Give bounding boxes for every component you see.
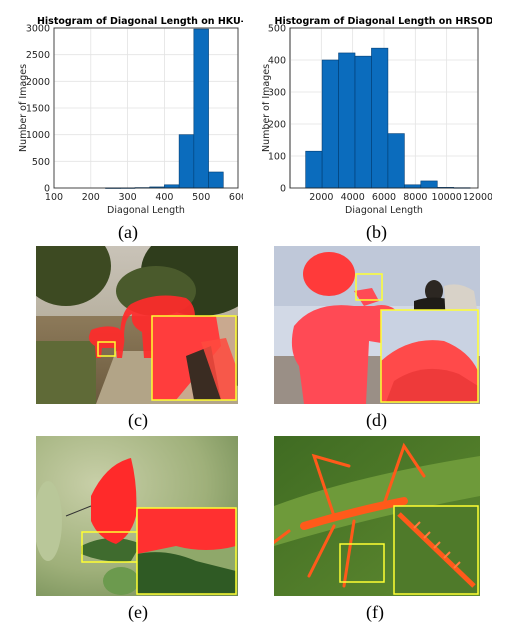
caption-b: (b) (366, 222, 387, 243)
caption-d: (d) (366, 410, 387, 431)
histogram-bar (371, 48, 387, 188)
histogram-bar (339, 53, 355, 188)
y-axis-label: Number of Images (18, 64, 29, 152)
x-tick-label: 500 (192, 192, 210, 203)
caption-f: (f) (366, 602, 384, 623)
zoom-inset-c (152, 316, 236, 400)
y-tick-label: 0 (280, 184, 286, 195)
x-tick-label: 600 (229, 192, 243, 203)
histogram-hku-is: 1002003004005006000500100015002000250030… (18, 14, 243, 219)
x-tick-label: 200 (82, 192, 100, 203)
histogram-bar (355, 56, 371, 188)
caption-a: (a) (118, 222, 138, 243)
histogram-bar (209, 172, 224, 188)
x-tick-label: 12000 (463, 192, 492, 203)
histogram-bar (421, 181, 437, 188)
zoom-inset-e (137, 508, 236, 594)
x-tick-label: 6000 (372, 192, 396, 203)
x-tick-label: 4000 (341, 192, 365, 203)
histogram-bar (164, 185, 179, 188)
photo-elephants (36, 246, 238, 404)
photo-butterfly (36, 436, 238, 596)
photo-grasshopper (274, 436, 480, 596)
y-tick-label: 2000 (26, 77, 50, 88)
caption-c: (c) (128, 410, 148, 431)
y-tick-label: 0 (44, 184, 50, 195)
y-tick-label: 2500 (26, 50, 50, 61)
caption-e: (e) (128, 602, 148, 623)
x-tick-label: 10000 (432, 192, 462, 203)
x-axis-label: Diagonal Length (107, 205, 185, 216)
photo-person (274, 246, 480, 404)
histogram-bar (194, 29, 209, 188)
y-tick-label: 100 (268, 152, 286, 163)
x-tick-label: 2000 (309, 192, 333, 203)
chart-title: Histogram of Diagonal Length on HKU-IS (37, 16, 243, 27)
x-axis-label: Diagonal Length (345, 205, 423, 216)
histogram-bar (388, 134, 404, 188)
y-tick-label: 1500 (26, 104, 50, 115)
histogram-bar (179, 135, 194, 188)
chart-title: Histogram of Diagonal Length on HRSOD (275, 16, 492, 27)
histogram-bar (404, 185, 420, 188)
x-tick-label: 8000 (403, 192, 427, 203)
histogram-bar (322, 60, 338, 188)
histogram-hrsod: 2000 4000 6000 8000 10000 1200001002003004005… (262, 14, 492, 219)
histogram-bar (306, 151, 322, 188)
zoom-inset-d (381, 310, 478, 402)
y-tick-label: 1000 (26, 130, 50, 141)
zoom-inset-f (394, 506, 478, 594)
y-axis-label: Number of Images (262, 64, 272, 152)
x-tick-label: 300 (119, 192, 137, 203)
y-tick-label: 500 (32, 157, 50, 168)
x-tick-label: 400 (155, 192, 173, 203)
